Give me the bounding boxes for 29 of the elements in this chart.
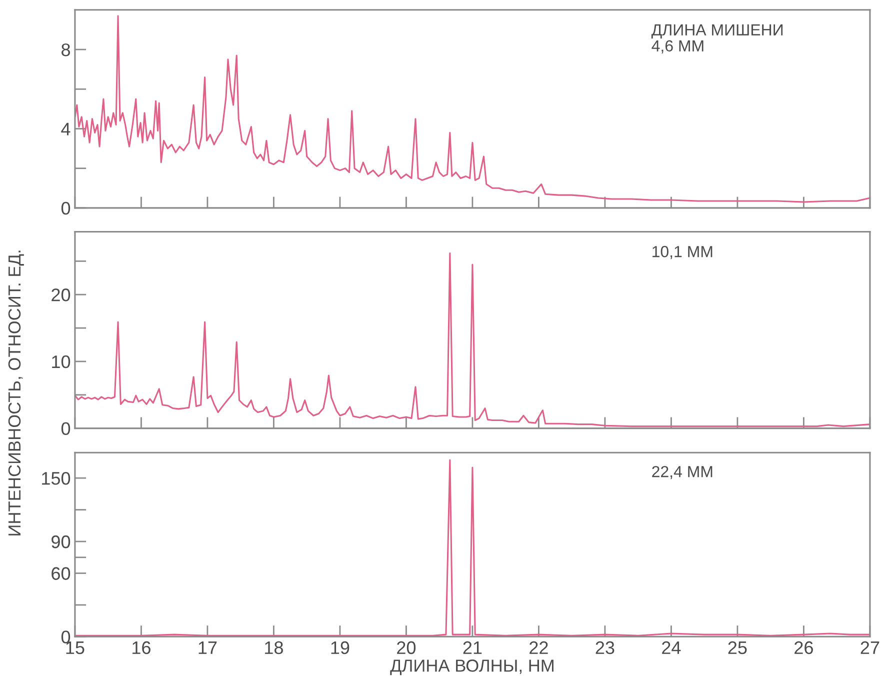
x-tick-label: 18 bbox=[265, 641, 283, 654]
y-tick-label: 0 bbox=[61, 202, 70, 215]
x-tick-label: 25 bbox=[728, 641, 747, 654]
line-series bbox=[74, 15, 870, 203]
annotation: 22,4 ММ bbox=[652, 466, 712, 480]
x-axis-title: ДЛИНА ВОЛНЫ, НМ bbox=[390, 660, 554, 676]
annotation: ДЛИНА МИШЕНИ 4,6 ММ bbox=[651, 24, 783, 54]
x-tick-label: 27 bbox=[860, 641, 880, 654]
y-tick-label: 10 bbox=[52, 355, 70, 368]
x-tick-label: 19 bbox=[331, 641, 350, 654]
x-tick-label: 17 bbox=[198, 641, 217, 654]
x-tick-label: 20 bbox=[397, 641, 416, 654]
x-tick-label: 16 bbox=[132, 641, 150, 654]
y-tick-label: 0 bbox=[61, 422, 70, 436]
x-tick-label: 26 bbox=[794, 641, 813, 654]
x-tick-label: 15 bbox=[66, 641, 84, 654]
y-tick-label: 90 bbox=[52, 535, 70, 548]
annotation: 10,1 ММ bbox=[652, 246, 712, 260]
y-axis-title: ИНТЕНСИВНОСТЬ, ОТНОСИТ. ЕД. bbox=[8, 250, 24, 536]
y-tick-label: 4 bbox=[61, 122, 70, 136]
x-tick-label: 22 bbox=[530, 641, 548, 654]
x-tick-label: 23 bbox=[596, 641, 614, 654]
y-tick-label: 8 bbox=[62, 43, 70, 56]
y-tick-label: 20 bbox=[52, 288, 70, 302]
y-tick-label: 0 bbox=[61, 630, 70, 644]
y-tick-label: 60 bbox=[52, 567, 70, 580]
x-tick-label: 21 bbox=[463, 641, 482, 654]
y-tick-label: 150 bbox=[42, 472, 70, 485]
x-tick-label: 24 bbox=[662, 641, 681, 654]
